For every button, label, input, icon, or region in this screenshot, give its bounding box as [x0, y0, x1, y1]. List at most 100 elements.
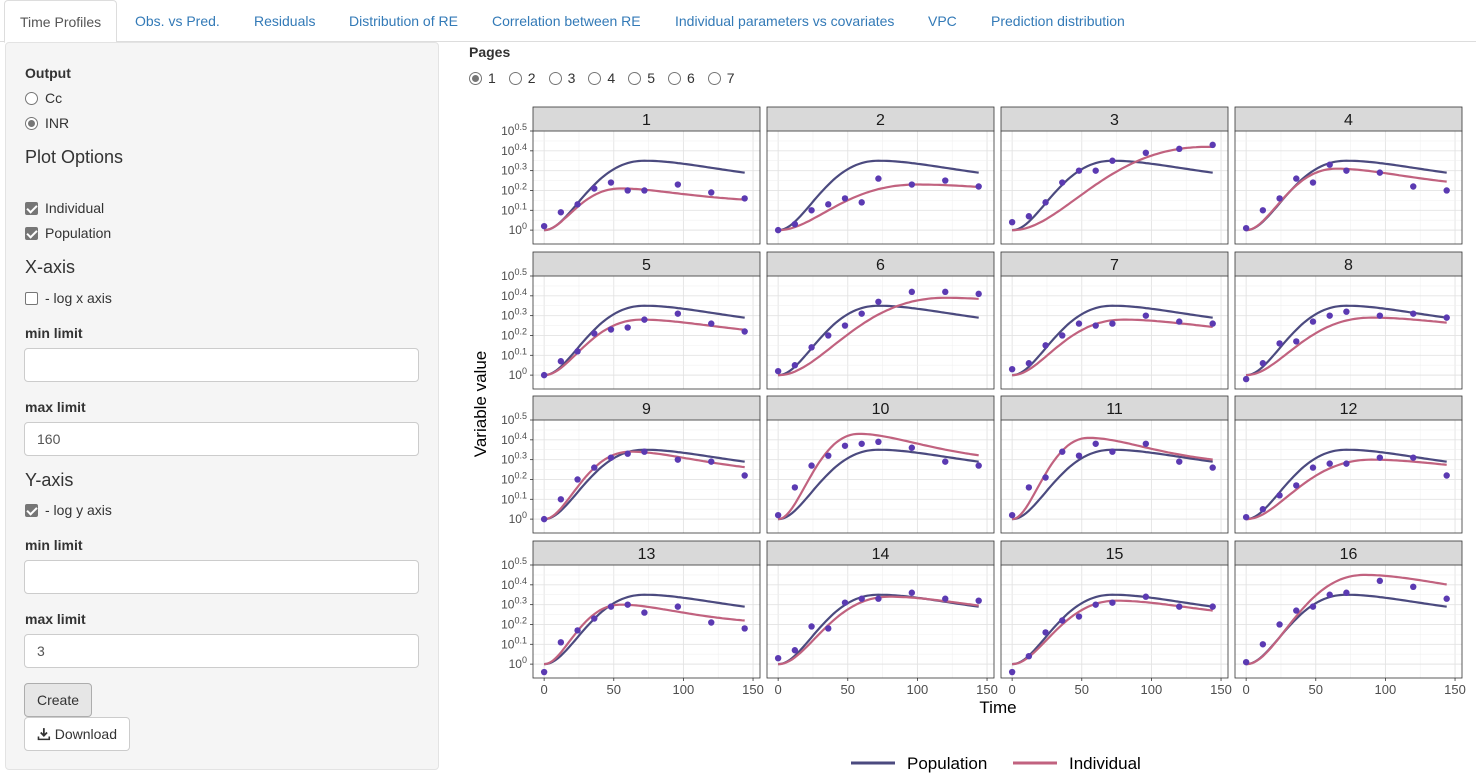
facet-background	[767, 276, 994, 389]
y-tick-label: 100.1	[501, 490, 527, 506]
output-option-cc[interactable]: Cc	[25, 89, 62, 107]
observation-point	[1242, 224, 1250, 232]
page-option-4[interactable]: 4	[588, 69, 615, 87]
check-individual[interactable]: Individual	[25, 199, 104, 217]
x-max-input[interactable]	[24, 422, 419, 456]
x-tick-label: 150	[742, 682, 764, 697]
observation-point	[607, 454, 615, 461]
facet-strip-label: 1	[642, 112, 651, 129]
observation-point	[841, 599, 849, 606]
observation-point	[1326, 312, 1333, 319]
observation-point	[774, 367, 782, 375]
page-option-2[interactable]: 2	[508, 69, 536, 87]
observation-point	[1259, 360, 1267, 367]
checkbox-log-y[interactable]	[25, 503, 38, 517]
observation-point	[557, 358, 565, 365]
observation-point	[574, 348, 581, 355]
checkbox-individual[interactable]	[25, 201, 38, 215]
facet-border	[1000, 564, 1229, 679]
check-log-x[interactable]: - log x axis	[25, 289, 112, 307]
observation-point	[1008, 218, 1016, 226]
page-radio-7[interactable]	[707, 71, 721, 85]
check-population[interactable]: Population	[25, 224, 111, 242]
page-radio-1[interactable]	[469, 71, 482, 85]
checkbox-population[interactable]	[25, 226, 38, 240]
x-tick-label: 50	[1075, 682, 1089, 697]
observation-point	[1142, 312, 1150, 319]
tab-prediction-dist[interactable]: Prediction distribution	[991, 13, 1125, 29]
observation-point	[1109, 320, 1116, 327]
observation-point	[825, 201, 832, 208]
output-option-inr[interactable]: INR	[25, 114, 69, 132]
observation-point	[591, 185, 598, 192]
check-log-y[interactable]: - log y axis	[25, 501, 112, 519]
y-tick-label: 100.1	[501, 201, 527, 217]
observation-point	[540, 371, 548, 379]
observation-point	[875, 298, 882, 305]
observation-point	[1059, 179, 1066, 186]
observation-point	[1309, 179, 1317, 186]
observation-point	[708, 189, 715, 196]
plot-options-heading: Plot Options	[25, 147, 124, 167]
observation-point	[1209, 141, 1216, 149]
tab-residuals[interactable]: Residuals	[254, 13, 316, 29]
download-button[interactable]: Download	[24, 717, 130, 751]
facet-strip	[1000, 106, 1229, 132]
tab-indiv-params[interactable]: Individual parameters vs covariates	[675, 13, 895, 29]
facet-border	[1234, 130, 1463, 245]
observation-point	[1410, 454, 1417, 461]
download-icon	[37, 728, 51, 741]
radio-inr[interactable]	[25, 116, 38, 130]
page-radio-3[interactable]	[548, 71, 562, 85]
page-option-7[interactable]: 7	[707, 69, 735, 87]
observation-point	[741, 625, 748, 632]
tab-vpc[interactable]: VPC	[928, 13, 957, 29]
observation-point	[641, 609, 648, 616]
tab-correlation-re[interactable]: Correlation between RE	[492, 13, 641, 29]
facet-border	[532, 275, 761, 390]
facet-background	[1235, 565, 1462, 678]
y-max-input[interactable]	[24, 634, 419, 668]
observation-point	[1259, 641, 1267, 648]
observation-point	[1109, 599, 1116, 606]
page-option-6[interactable]: 6	[667, 69, 695, 87]
page-option-1[interactable]: 1	[469, 69, 496, 87]
tab-obs-vs-pred[interactable]: Obs. vs Pred.	[135, 13, 220, 29]
y-min-input[interactable]	[24, 560, 419, 594]
page-radio-4[interactable]	[588, 71, 602, 85]
observation-point	[607, 603, 615, 610]
x-min-input[interactable]	[24, 348, 419, 382]
observation-point	[1025, 213, 1033, 220]
observation-point	[942, 288, 949, 296]
page-radio-5[interactable]	[628, 71, 642, 85]
y-tick-label: 100.1	[501, 346, 527, 362]
observation-point	[591, 464, 598, 471]
facet-background	[533, 276, 760, 389]
facet-background	[767, 131, 994, 244]
observation-point	[1075, 320, 1083, 327]
observation-point	[1276, 492, 1283, 499]
observation-point	[825, 625, 832, 632]
y-tick-label: 100.3	[501, 307, 527, 323]
observation-point	[1059, 617, 1066, 624]
tab-distribution-re[interactable]: Distribution of RE	[349, 13, 458, 29]
page-radio-6[interactable]	[667, 71, 681, 85]
facet-panel-6: 6	[766, 251, 995, 390]
page-option-3[interactable]: 3	[548, 69, 575, 87]
create-button[interactable]: Create	[24, 683, 92, 717]
page-radio-2[interactable]	[508, 71, 522, 85]
checkbox-log-x[interactable]	[25, 291, 38, 305]
tab-time-profiles[interactable]: Time Profiles	[4, 0, 118, 43]
facet-border	[1234, 564, 1463, 679]
facet-background	[1001, 420, 1228, 533]
x-tick-label: 50	[607, 682, 621, 697]
observation-point	[1376, 312, 1384, 319]
facet-strip-label: 10	[872, 401, 890, 418]
x-tick-label: 100	[907, 682, 929, 697]
page-option-5[interactable]: 5	[628, 69, 655, 87]
facet-border	[532, 564, 761, 679]
radio-cc[interactable]	[25, 91, 38, 105]
facet-strip	[1234, 540, 1463, 566]
facet-background	[533, 131, 760, 244]
